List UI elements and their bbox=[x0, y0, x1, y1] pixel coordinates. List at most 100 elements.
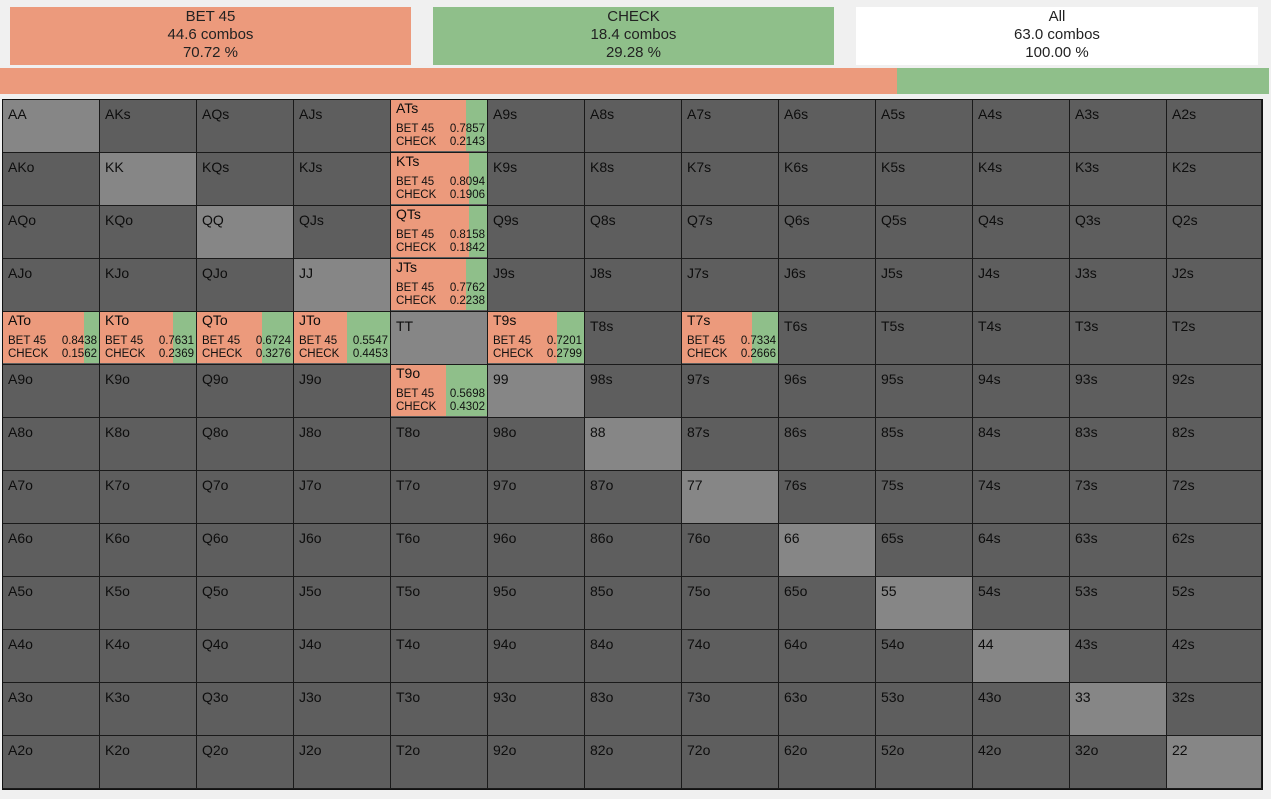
hand-cell-TT[interactable]: TT bbox=[391, 312, 488, 365]
hand-cell-Q5o[interactable]: Q5o bbox=[197, 577, 294, 630]
hand-cell-98s[interactable]: 98s bbox=[585, 365, 682, 418]
hand-cell-K4s[interactable]: K4s bbox=[973, 153, 1070, 206]
hand-cell-K8s[interactable]: K8s bbox=[585, 153, 682, 206]
hand-cell-64s[interactable]: 64s bbox=[973, 524, 1070, 577]
hand-cell-T2s[interactable]: T2s bbox=[1167, 312, 1262, 365]
hand-cell-T6o[interactable]: T6o bbox=[391, 524, 488, 577]
hand-cell-Q8o[interactable]: Q8o bbox=[197, 418, 294, 471]
hand-cell-83s[interactable]: 83s bbox=[1070, 418, 1167, 471]
hand-cell-62o[interactable]: 62o bbox=[779, 736, 876, 789]
hand-cell-A4s[interactable]: A4s bbox=[973, 100, 1070, 153]
summary-bet-box[interactable]: BET 45 44.6 combos 70.72 % bbox=[10, 7, 411, 65]
hand-cell-AJo[interactable]: AJo bbox=[3, 259, 100, 312]
hand-cell-86s[interactable]: 86s bbox=[779, 418, 876, 471]
hand-cell-AQo[interactable]: AQo bbox=[3, 206, 100, 259]
hand-cell-52s[interactable]: 52s bbox=[1167, 577, 1262, 630]
hand-cell-84o[interactable]: 84o bbox=[585, 630, 682, 683]
hand-cell-73s[interactable]: 73s bbox=[1070, 471, 1167, 524]
hand-cell-54o[interactable]: 54o bbox=[876, 630, 973, 683]
hand-cell-J8o[interactable]: J8o bbox=[294, 418, 391, 471]
hand-cell-K5s[interactable]: K5s bbox=[876, 153, 973, 206]
hand-cell-62s[interactable]: 62s bbox=[1167, 524, 1262, 577]
hand-cell-82o[interactable]: 82o bbox=[585, 736, 682, 789]
hand-cell-Q2o[interactable]: Q2o bbox=[197, 736, 294, 789]
hand-cell-A5o[interactable]: A5o bbox=[3, 577, 100, 630]
hand-cell-T4s[interactable]: T4s bbox=[973, 312, 1070, 365]
hand-cell-96s[interactable]: 96s bbox=[779, 365, 876, 418]
hand-cell-53o[interactable]: 53o bbox=[876, 683, 973, 736]
hand-cell-76s[interactable]: 76s bbox=[779, 471, 876, 524]
hand-cell-KJs[interactable]: KJs bbox=[294, 153, 391, 206]
hand-cell-65s[interactable]: 65s bbox=[876, 524, 973, 577]
summary-check-box[interactable]: CHECK 18.4 combos 29.28 % bbox=[433, 7, 834, 65]
hand-cell-QTo[interactable]: BET 45 0.6724 CHECK 0.3276 QTo bbox=[197, 312, 294, 365]
hand-cell-72s[interactable]: 72s bbox=[1167, 471, 1262, 524]
hand-cell-Q3s[interactable]: Q3s bbox=[1070, 206, 1167, 259]
hand-cell-82s[interactable]: 82s bbox=[1167, 418, 1262, 471]
hand-cell-QQ[interactable]: QQ bbox=[197, 206, 294, 259]
hand-cell-KJo[interactable]: KJo bbox=[100, 259, 197, 312]
hand-cell-Q6o[interactable]: Q6o bbox=[197, 524, 294, 577]
hand-cell-K3o[interactable]: K3o bbox=[100, 683, 197, 736]
hand-cell-K7o[interactable]: K7o bbox=[100, 471, 197, 524]
hand-cell-86o[interactable]: 86o bbox=[585, 524, 682, 577]
hand-cell-T3s[interactable]: T3s bbox=[1070, 312, 1167, 365]
hand-cell-85o[interactable]: 85o bbox=[585, 577, 682, 630]
hand-cell-92s[interactable]: 92s bbox=[1167, 365, 1262, 418]
hand-cell-52o[interactable]: 52o bbox=[876, 736, 973, 789]
hand-cell-Q7s[interactable]: Q7s bbox=[682, 206, 779, 259]
hand-cell-94s[interactable]: 94s bbox=[973, 365, 1070, 418]
hand-cell-J3o[interactable]: J3o bbox=[294, 683, 391, 736]
hand-cell-54s[interactable]: 54s bbox=[973, 577, 1070, 630]
hand-cell-Q4o[interactable]: Q4o bbox=[197, 630, 294, 683]
hand-cell-74o[interactable]: 74o bbox=[682, 630, 779, 683]
hand-cell-85s[interactable]: 85s bbox=[876, 418, 973, 471]
hand-cell-J4s[interactable]: J4s bbox=[973, 259, 1070, 312]
hand-cell-K3s[interactable]: K3s bbox=[1070, 153, 1167, 206]
hand-cell-A8o[interactable]: A8o bbox=[3, 418, 100, 471]
hand-cell-72o[interactable]: 72o bbox=[682, 736, 779, 789]
hand-cell-65o[interactable]: 65o bbox=[779, 577, 876, 630]
hand-cell-84s[interactable]: 84s bbox=[973, 418, 1070, 471]
hand-cell-74s[interactable]: 74s bbox=[973, 471, 1070, 524]
hand-cell-97o[interactable]: 97o bbox=[488, 471, 585, 524]
hand-cell-QJo[interactable]: QJo bbox=[197, 259, 294, 312]
hand-cell-J6s[interactable]: J6s bbox=[779, 259, 876, 312]
hand-cell-T8s[interactable]: T8s bbox=[585, 312, 682, 365]
hand-cell-JTo[interactable]: BET 45 0.5547 CHECK 0.4453 JTo bbox=[294, 312, 391, 365]
hand-cell-T9o[interactable]: BET 45 0.5698 CHECK 0.4302 T9o bbox=[391, 365, 488, 418]
hand-cell-J8s[interactable]: J8s bbox=[585, 259, 682, 312]
hand-cell-A9o[interactable]: A9o bbox=[3, 365, 100, 418]
hand-cell-K4o[interactable]: K4o bbox=[100, 630, 197, 683]
hand-cell-22[interactable]: 22 bbox=[1167, 736, 1262, 789]
hand-cell-Q9s[interactable]: Q9s bbox=[488, 206, 585, 259]
hand-cell-T4o[interactable]: T4o bbox=[391, 630, 488, 683]
hand-cell-KTs[interactable]: BET 45 0.8094 CHECK 0.1906 KTs bbox=[391, 153, 488, 206]
hand-cell-JTs[interactable]: BET 45 0.7762 CHECK 0.2238 JTs bbox=[391, 259, 488, 312]
hand-cell-43s[interactable]: 43s bbox=[1070, 630, 1167, 683]
hand-cell-KTo[interactable]: BET 45 0.7631 CHECK 0.2369 KTo bbox=[100, 312, 197, 365]
hand-cell-J7o[interactable]: J7o bbox=[294, 471, 391, 524]
hand-cell-T7o[interactable]: T7o bbox=[391, 471, 488, 524]
summary-all-box[interactable]: All 63.0 combos 100.00 % bbox=[856, 7, 1258, 65]
hand-cell-A8s[interactable]: A8s bbox=[585, 100, 682, 153]
hand-cell-ATo[interactable]: BET 45 0.8438 CHECK 0.1562 ATo bbox=[3, 312, 100, 365]
hand-cell-J9s[interactable]: J9s bbox=[488, 259, 585, 312]
hand-cell-63s[interactable]: 63s bbox=[1070, 524, 1167, 577]
hand-cell-T3o[interactable]: T3o bbox=[391, 683, 488, 736]
hand-cell-A6s[interactable]: A6s bbox=[779, 100, 876, 153]
hand-cell-J6o[interactable]: J6o bbox=[294, 524, 391, 577]
hand-cell-J2s[interactable]: J2s bbox=[1167, 259, 1262, 312]
hand-cell-97s[interactable]: 97s bbox=[682, 365, 779, 418]
hand-cell-A4o[interactable]: A4o bbox=[3, 630, 100, 683]
hand-cell-J5s[interactable]: J5s bbox=[876, 259, 973, 312]
hand-cell-K6s[interactable]: K6s bbox=[779, 153, 876, 206]
hand-cell-93o[interactable]: 93o bbox=[488, 683, 585, 736]
hand-cell-A6o[interactable]: A6o bbox=[3, 524, 100, 577]
hand-cell-88[interactable]: 88 bbox=[585, 418, 682, 471]
hand-cell-75o[interactable]: 75o bbox=[682, 577, 779, 630]
hand-cell-A3s[interactable]: A3s bbox=[1070, 100, 1167, 153]
hand-cell-JJ[interactable]: JJ bbox=[294, 259, 391, 312]
hand-cell-73o[interactable]: 73o bbox=[682, 683, 779, 736]
hand-cell-K2o[interactable]: K2o bbox=[100, 736, 197, 789]
